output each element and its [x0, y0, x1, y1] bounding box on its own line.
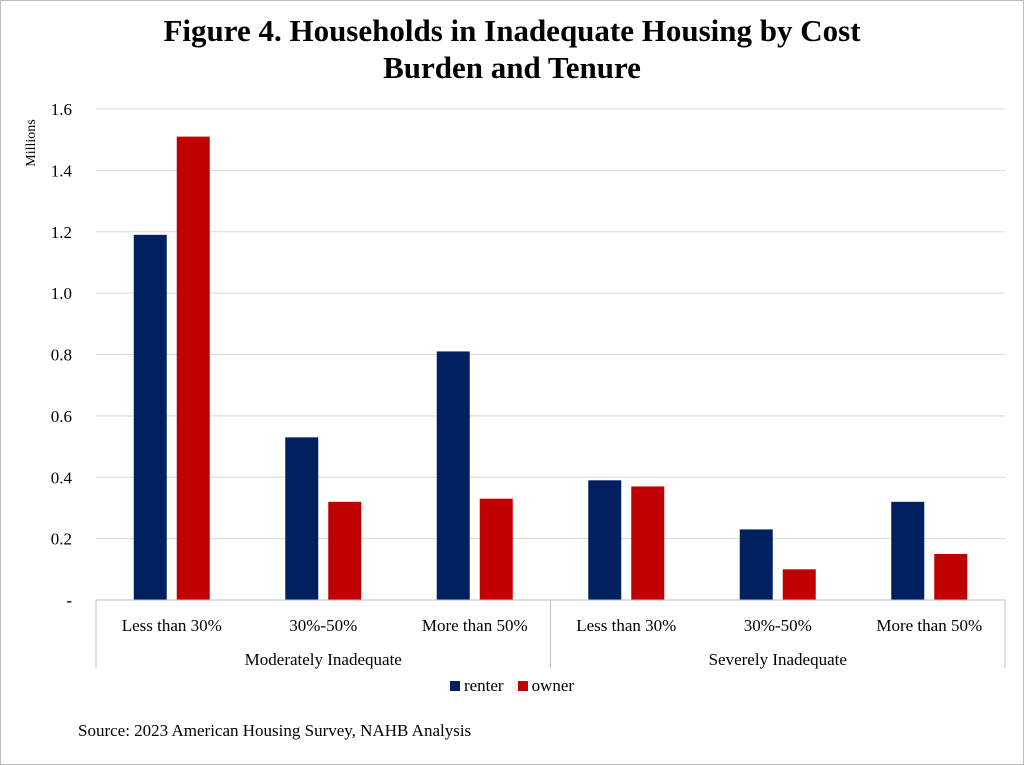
y-tick-label: -: [66, 591, 72, 610]
y-tick-label: 0.2: [51, 530, 72, 549]
bar-owner-1: [328, 501, 362, 600]
chart-legend: renter owner: [0, 676, 1024, 696]
category-label: 30%-50%: [744, 616, 812, 635]
bar-owner-0: [176, 136, 210, 600]
bar-renter-3: [588, 480, 622, 600]
y-tick-label: 1.4: [51, 161, 73, 180]
y-tick-label: 0.6: [51, 407, 72, 426]
y-tick-label: 1.6: [51, 100, 72, 119]
bar-renter-5: [891, 501, 925, 600]
legend-swatch: [449, 681, 460, 691]
category-label: More than 50%: [422, 616, 528, 635]
bar-renter-0: [133, 234, 167, 600]
bar-owner-5: [934, 553, 968, 600]
chart-title-line-2: Burden and Tenure: [383, 50, 641, 85]
legend-item-owner: owner: [517, 676, 575, 696]
group-label: Moderately Inadequate: [245, 650, 402, 669]
bar-owner-4: [782, 569, 816, 600]
category-label: Less than 30%: [576, 616, 676, 635]
chart-title: Figure 4. Households in Inadequate Housi…: [0, 12, 1024, 86]
source-note: Source: 2023 American Housing Survey, NA…: [78, 721, 472, 740]
legend-item-renter: renter: [449, 676, 504, 696]
bar-renter-4: [739, 529, 773, 600]
category-label: 30%-50%: [289, 616, 357, 635]
bar-owner-3: [631, 486, 665, 600]
y-tick-label: 0.4: [51, 468, 73, 487]
category-label: Less than 30%: [122, 616, 222, 635]
group-label: Severely Inadequate: [709, 650, 847, 669]
legend-swatch: [517, 681, 528, 691]
bar-owner-2: [479, 498, 513, 600]
legend-label: renter: [463, 676, 504, 695]
bar-renter-1: [285, 437, 319, 600]
bar-renter-2: [436, 351, 470, 600]
y-tick-label: 1.2: [51, 223, 72, 242]
y-tick-label: 0.8: [51, 346, 72, 365]
y-tick-label: 1.0: [51, 284, 72, 303]
category-label: More than 50%: [876, 616, 982, 635]
legend-label: owner: [531, 676, 575, 695]
chart-title-line-1: Figure 4. Households in Inadequate Housi…: [163, 13, 861, 48]
